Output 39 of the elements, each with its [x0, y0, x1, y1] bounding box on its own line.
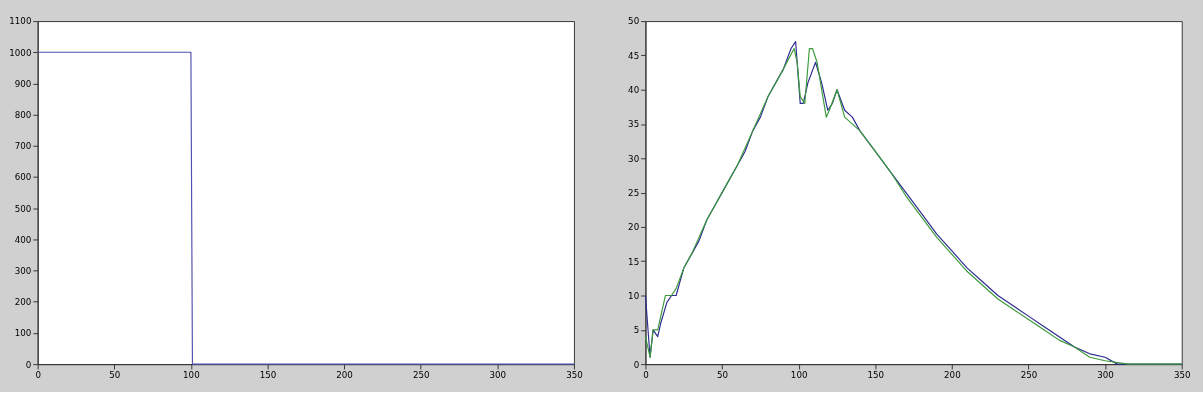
x-tick-label: 0 — [35, 370, 41, 381]
y-tick-label: 200 — [14, 297, 32, 308]
y-tick-label: 15 — [628, 256, 640, 267]
x-tick-label: 300 — [1097, 370, 1114, 381]
y-tick-label: 600 — [14, 172, 32, 183]
y-tick-label: 35 — [628, 119, 640, 130]
x-tick-label: 150 — [867, 370, 885, 381]
y-tick-label: 10 — [628, 290, 640, 301]
y-tick-label: 50 — [628, 16, 640, 27]
x-tick-label: 50 — [109, 370, 121, 381]
y-tick-label: 1000 — [9, 47, 32, 58]
y-tick-label: 100 — [14, 328, 32, 339]
y-tick-label: 400 — [14, 234, 32, 245]
x-tick-label: 250 — [412, 370, 430, 381]
y-tick-label: 1100 — [9, 16, 32, 27]
y-tick-label: 30 — [628, 153, 640, 164]
y-tick-label: 40 — [628, 85, 640, 96]
y-tick-label: 900 — [14, 78, 32, 89]
y-tick-label: 0 — [25, 359, 32, 370]
x-tick-label: 150 — [259, 370, 277, 381]
y-tick-label: 45 — [628, 50, 640, 61]
x-tick-label: 50 — [717, 370, 729, 381]
x-tick-label: 100 — [183, 370, 200, 381]
y-tick-label: 500 — [14, 203, 32, 214]
x-tick-label: 0 — [643, 370, 649, 381]
x-tick-label: 200 — [336, 370, 353, 381]
x-tick-label: 300 — [489, 370, 507, 381]
y-tick-label: 25 — [628, 188, 640, 198]
x-tick-label: 100 — [790, 370, 808, 381]
y-tick-label: 20 — [628, 222, 640, 233]
y-tick-label: 700 — [14, 141, 32, 152]
x-tick-label: 200 — [944, 370, 961, 381]
y-tick-label: 800 — [14, 110, 32, 121]
y-tick-label: 5 — [633, 325, 640, 336]
y-tick-label: 300 — [14, 265, 32, 276]
x-tick-label: 350 — [566, 370, 583, 381]
x-tick-label: 350 — [1173, 370, 1191, 381]
y-tick-label: 0 — [633, 359, 640, 370]
x-tick-label: 250 — [1020, 370, 1038, 381]
